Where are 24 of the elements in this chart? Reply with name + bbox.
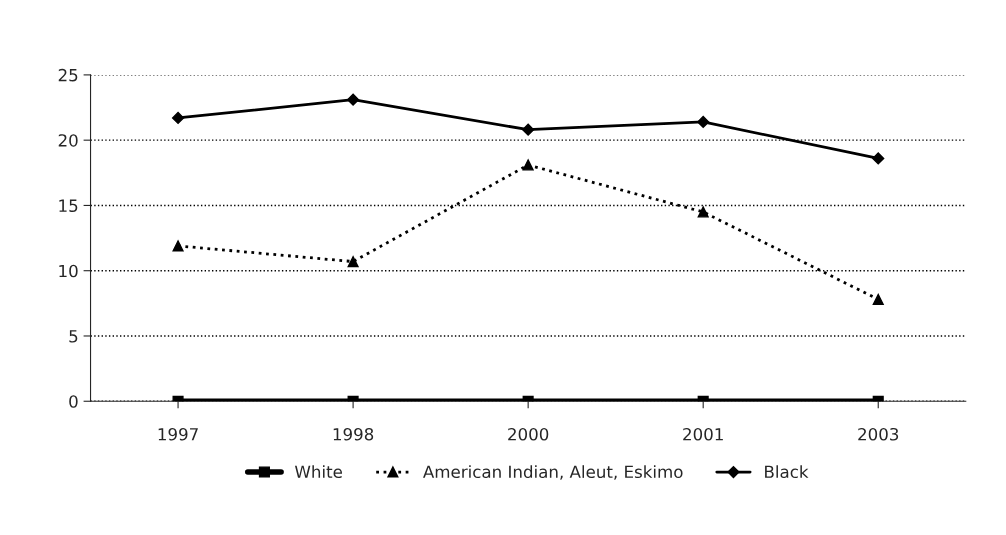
y-tick-label: 15: [59, 199, 78, 213]
x-tick-label: 2000: [508, 427, 549, 441]
point: [172, 240, 184, 252]
point: [171, 111, 185, 125]
x-tick-label: 1997: [158, 427, 198, 441]
legend-label: Black: [765, 465, 809, 479]
x-tick-label: 2003: [858, 427, 899, 441]
legend-label: American Indian, Aleut, Eskimo: [423, 465, 683, 480]
point: [697, 115, 710, 128]
point: [522, 159, 534, 171]
point: [347, 256, 359, 268]
x-tick-label: 1998: [333, 427, 374, 441]
legend-label: White: [294, 465, 342, 479]
y-tick-label: 0: [69, 395, 78, 408]
y-tick-label: 10: [59, 264, 78, 278]
x-tick-label: 2001: [683, 427, 723, 441]
y-tick-label: 20: [58, 134, 78, 147]
y-tick-label: 25: [58, 68, 78, 82]
point: [522, 123, 535, 136]
point: [872, 152, 885, 165]
point: [697, 206, 709, 218]
point: [347, 93, 360, 106]
point: [872, 293, 884, 305]
y-tick-label: 5: [69, 330, 78, 343]
